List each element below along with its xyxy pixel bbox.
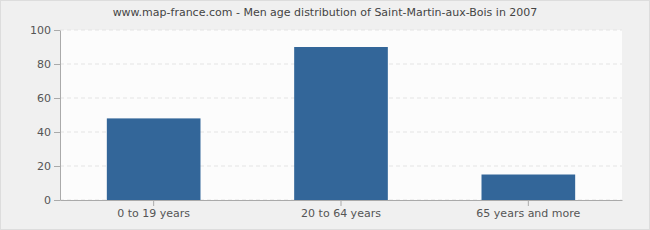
x-axis: 0 to 19 years 20 to 64 years 65 years and … bbox=[61, 200, 623, 220]
grid-line bbox=[60, 30, 622, 31]
tick: 0 bbox=[44, 194, 60, 207]
title: www.map-france.com - Men age distributio… bbox=[113, 6, 538, 19]
tick: 60 bbox=[37, 92, 60, 105]
bar bbox=[294, 47, 388, 200]
chart: www.map-france.com - Men age distributio… bbox=[0, 0, 650, 230]
tick: 100 bbox=[30, 24, 60, 37]
plot: 0 20 40 60 80 100 0 to 19 years 20 to 64 years 6… bbox=[30, 24, 623, 220]
tick-label: 80 bbox=[37, 58, 51, 71]
tick-mark bbox=[528, 200, 529, 206]
tick: 20 to 64 years bbox=[301, 200, 381, 220]
plot-area bbox=[60, 30, 622, 200]
tick-label: 40 bbox=[37, 126, 51, 139]
tick: 40 bbox=[37, 126, 60, 139]
tick-label: 20 to 64 years bbox=[301, 207, 381, 220]
tick-mark bbox=[54, 132, 60, 133]
tick: 20 bbox=[37, 160, 60, 173]
bar bbox=[482, 175, 576, 201]
tick-label: 0 to 19 years bbox=[117, 207, 190, 220]
tick-label: 100 bbox=[30, 24, 51, 37]
tick: 65 years and more bbox=[476, 200, 580, 220]
tick-mark bbox=[153, 200, 154, 206]
grid bbox=[60, 30, 622, 200]
tick-mark bbox=[54, 64, 60, 65]
tick-mark bbox=[341, 200, 342, 206]
background bbox=[1, 1, 650, 230]
axis-line bbox=[60, 31, 61, 201]
y-axis: 0 20 40 60 80 100 bbox=[30, 24, 61, 207]
tick-mark bbox=[54, 200, 60, 201]
tick: 0 to 19 years bbox=[117, 200, 190, 220]
tick-label: 60 bbox=[37, 92, 51, 105]
bar bbox=[107, 118, 201, 200]
bars bbox=[107, 47, 575, 200]
tick-mark bbox=[54, 30, 60, 31]
tick-label: 20 bbox=[37, 160, 51, 173]
tick: 80 bbox=[37, 58, 60, 71]
tick-mark bbox=[54, 166, 60, 167]
tick-label: 0 bbox=[44, 194, 51, 207]
tick-label: 65 years and more bbox=[476, 207, 580, 220]
tick-mark bbox=[54, 98, 60, 99]
